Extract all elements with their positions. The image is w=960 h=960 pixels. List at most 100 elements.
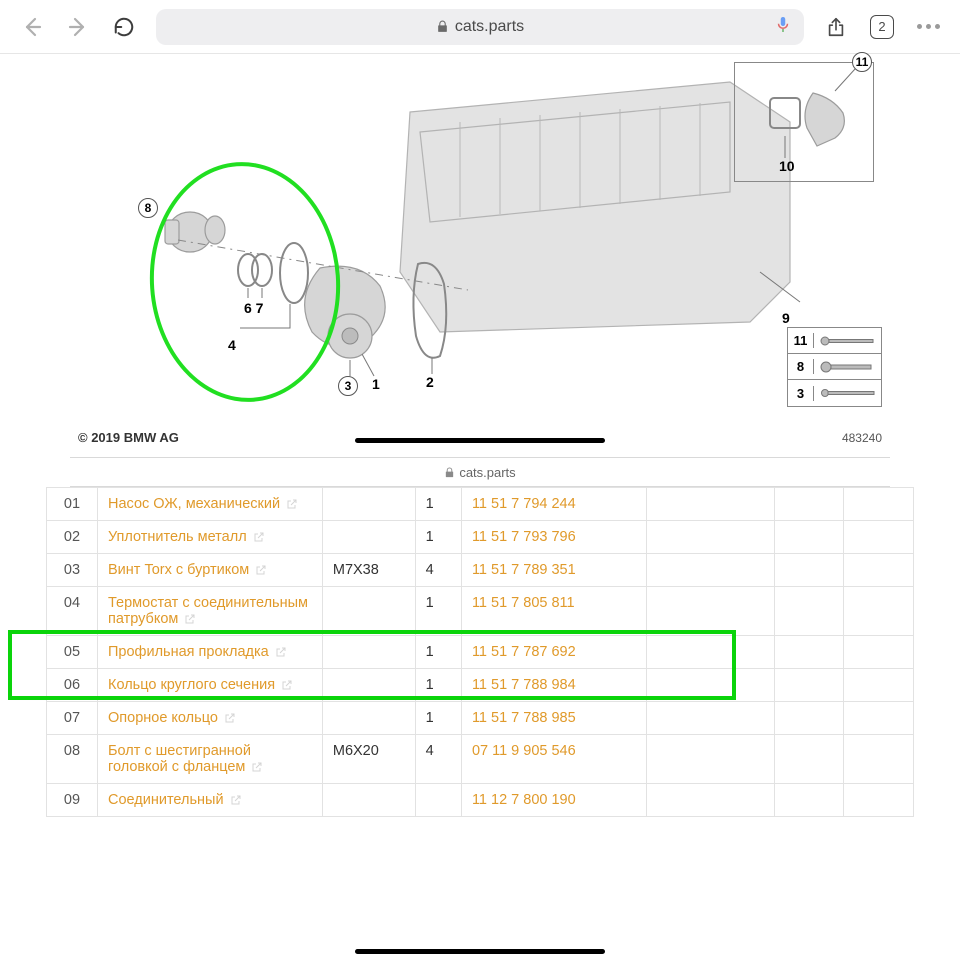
row-number: 01 <box>47 488 98 521</box>
more-icon <box>917 24 940 29</box>
parts-table-wrap: 01 Насос ОЖ, механический 1 11 51 7 794 24… <box>46 487 914 817</box>
part-qty: 1 <box>415 488 461 521</box>
part-qty: 1 <box>415 587 461 636</box>
tabs-icon: 2 <box>870 15 894 39</box>
row-number: 08 <box>47 735 98 784</box>
diagram-copyright: © 2019 BMW AG <box>78 430 179 445</box>
part-name-cell: Кольцо круглого сечения <box>98 669 323 702</box>
part-name-link[interactable]: Насос ОЖ, механический <box>108 496 280 512</box>
address-bar-host: cats.parts <box>455 18 524 36</box>
part-name-link[interactable]: Болт с шестигранной головкой с фланцем <box>108 743 251 775</box>
part-number-cell: 07 11 9 905 546 <box>461 735 646 784</box>
parts-table: 01 Насос ОЖ, механический 1 11 51 7 794 24… <box>46 487 914 817</box>
svg-text:10: 10 <box>779 158 795 174</box>
callout-3: 3 <box>338 376 358 396</box>
part-name-link[interactable]: Уплотнитель металл <box>108 529 247 545</box>
part-name-link[interactable]: Кольцо круглого сечения <box>108 677 275 693</box>
row-number: 04 <box>47 587 98 636</box>
part-dimension <box>322 702 415 735</box>
part-dimension: M6X20 <box>322 735 415 784</box>
table-row: 01 Насос ОЖ, механический 1 11 51 7 794 24… <box>47 488 914 521</box>
table-row: 07Опорное кольцо 111 51 7 788 985 <box>47 702 914 735</box>
diagram-number: 483240 <box>842 431 882 445</box>
part-number-link[interactable]: 11 51 7 788 985 <box>472 710 576 726</box>
part-number-link[interactable]: 07 11 9 905 546 <box>472 743 576 759</box>
part-name-cell: Профильная прокладка <box>98 636 323 669</box>
part-number-cell: 11 51 7 805 811 <box>461 587 646 636</box>
home-indicator-1 <box>355 438 605 443</box>
back-button[interactable] <box>18 13 46 41</box>
part-number-cell: 11 51 7 793 796 <box>461 521 646 554</box>
home-indicator-2 <box>355 949 605 954</box>
part-dimension <box>322 669 415 702</box>
part-name-cell: Соединительный <box>98 784 323 817</box>
table-row: 03 Винт Torx с буртиком M7X384 11 51 7 789… <box>47 554 914 587</box>
forward-button[interactable] <box>64 13 92 41</box>
arrow-right-icon <box>66 15 90 39</box>
browser-toolbar: cats.parts 2 <box>0 0 960 54</box>
part-number-link[interactable]: 11 51 7 805 811 <box>472 595 575 611</box>
part-number-link[interactable]: 11 51 7 788 984 <box>472 677 576 693</box>
part-number-link[interactable]: 11 12 7 800 190 <box>472 792 576 808</box>
part-qty <box>415 784 461 817</box>
part-number-cell: 11 51 7 789 351 <box>461 554 646 587</box>
label-4: 4 <box>228 337 236 353</box>
part-number-cell: 11 51 7 794 244 <box>461 488 646 521</box>
part-qty: 1 <box>415 669 461 702</box>
table-row: 09 Соединительный 11 12 7 800 190 <box>47 784 914 817</box>
share-icon <box>825 16 847 38</box>
table-row: 08 Болт с шестигранной головкой с фланцем… <box>47 735 914 784</box>
voice-search-icon[interactable] <box>774 15 792 38</box>
part-dimension <box>322 488 415 521</box>
label-2: 2 <box>426 374 434 390</box>
row-number: 07 <box>47 702 98 735</box>
diagram-inset: 10 <box>734 62 874 182</box>
secondary-host-bar: cats.parts <box>70 457 890 487</box>
more-button[interactable] <box>914 13 942 41</box>
part-name-cell: Уплотнитель металл <box>98 521 323 554</box>
part-number-cell: 11 51 7 788 985 <box>461 702 646 735</box>
table-row: 02 Уплотнитель металл 1 11 51 7 793 796 <box>47 521 914 554</box>
row-number: 09 <box>47 784 98 817</box>
table-row: 04 Термостат с соединительным патрубком 1… <box>47 587 914 636</box>
row-number: 03 <box>47 554 98 587</box>
part-name-link[interactable]: Термостат с соединительным патрубком <box>108 595 308 627</box>
part-qty: 1 <box>415 521 461 554</box>
part-name-link[interactable]: Профильная прокладка <box>108 644 269 660</box>
row-number: 02 <box>47 521 98 554</box>
part-name-cell: Винт Torx с буртиком <box>98 554 323 587</box>
part-dimension: M7X38 <box>322 554 415 587</box>
part-number-cell: 11 51 7 788 984 <box>461 669 646 702</box>
part-name-cell: Опорное кольцо <box>98 702 323 735</box>
part-dimension <box>322 784 415 817</box>
part-dimension <box>322 636 415 669</box>
assembly-axis <box>178 210 478 310</box>
part-number-link[interactable]: 11 51 7 789 351 <box>472 562 576 578</box>
part-number-link[interactable]: 11 51 7 794 244 <box>472 496 576 512</box>
part-name-cell: Насос ОЖ, механический <box>98 488 323 521</box>
part-qty: 1 <box>415 636 461 669</box>
part-name-link[interactable]: Винт Torx с буртиком <box>108 562 249 578</box>
row-number: 06 <box>47 669 98 702</box>
address-bar[interactable]: cats.parts <box>156 9 804 45</box>
callout-11: 11 <box>852 52 872 72</box>
part-name-cell: Болт с шестигранной головкой с фланцем <box>98 735 323 784</box>
row-number: 05 <box>47 636 98 669</box>
lock-icon <box>436 20 449 33</box>
part-name-link[interactable]: Соединительный <box>108 792 224 808</box>
part-name-link[interactable]: Опорное кольцо <box>108 710 218 726</box>
reload-button[interactable] <box>110 13 138 41</box>
lock-icon <box>444 467 455 478</box>
label-9: 9 <box>782 310 790 326</box>
part-qty: 4 <box>415 554 461 587</box>
tabs-button[interactable]: 2 <box>868 13 896 41</box>
parts-diagram[interactable]: 10 11 8 6 7 4 <box>70 62 890 457</box>
share-button[interactable] <box>822 13 850 41</box>
part-number-link[interactable]: 11 51 7 793 796 <box>472 529 576 545</box>
part-number-cell: 11 51 7 787 692 <box>461 636 646 669</box>
part-dimension <box>322 521 415 554</box>
arrow-left-icon <box>20 15 44 39</box>
label-1: 1 <box>372 376 380 392</box>
part-number-link[interactable]: 11 51 7 787 692 <box>472 644 576 660</box>
reload-icon <box>113 16 135 38</box>
